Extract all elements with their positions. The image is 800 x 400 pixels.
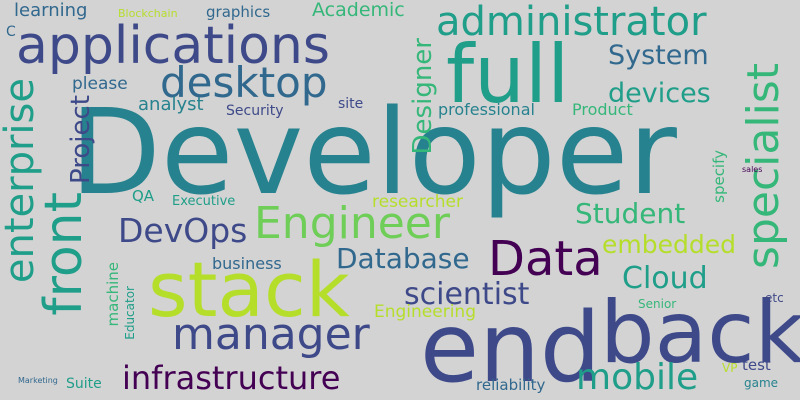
word-senior: Senior bbox=[638, 297, 677, 311]
word-etc: etc bbox=[765, 291, 784, 305]
word-applications: applications bbox=[16, 16, 330, 76]
word-designer: Designer bbox=[408, 38, 438, 155]
word-full: full bbox=[446, 28, 570, 121]
word-security: Security bbox=[226, 103, 284, 119]
word-desktop: desktop bbox=[160, 58, 328, 107]
word-cloud: Cloud bbox=[622, 261, 708, 296]
word-back: back bbox=[600, 283, 800, 383]
word-analyst: analyst bbox=[138, 94, 204, 115]
word-blockchain: Blockchain bbox=[118, 7, 178, 20]
word-front: front bbox=[34, 192, 94, 316]
word-suite: Suite bbox=[66, 376, 102, 392]
word-educator: Educator bbox=[123, 286, 137, 340]
word-sales: sales bbox=[742, 165, 763, 174]
word-end: end bbox=[420, 292, 601, 400]
word-reliability: reliability bbox=[476, 376, 546, 394]
word-business: business bbox=[212, 254, 282, 273]
word-game: game bbox=[744, 376, 779, 390]
word-product: Product bbox=[572, 100, 633, 119]
word-mobile: mobile bbox=[576, 357, 699, 398]
word-manager: manager bbox=[172, 309, 370, 360]
word-scientist: scientist bbox=[404, 277, 530, 312]
word-enterprise: enterprise bbox=[0, 78, 43, 284]
word-academic: Academic bbox=[312, 0, 405, 21]
word-developer: Developer bbox=[70, 83, 677, 221]
word-researcher: researcher bbox=[372, 192, 463, 212]
word-test: test bbox=[742, 356, 771, 374]
word-site: site bbox=[338, 96, 364, 112]
word-stack: stack bbox=[148, 245, 350, 334]
word-engineering: Engineering bbox=[374, 302, 476, 322]
word-data: Data bbox=[488, 231, 603, 287]
word-student: Student bbox=[575, 197, 686, 230]
word-devices: devices bbox=[608, 78, 711, 109]
word-engineer: Engineer bbox=[254, 198, 450, 249]
word-embedded: embedded bbox=[602, 230, 736, 259]
word-marketing: Marketing bbox=[18, 376, 58, 385]
word-infrastructure: infrastructure bbox=[122, 359, 341, 397]
word-project: Project bbox=[66, 95, 96, 184]
word-qa: QA bbox=[132, 187, 155, 205]
word-vp: VP bbox=[722, 361, 738, 375]
word-devops: DevOps bbox=[118, 211, 248, 250]
word-learning: learning bbox=[14, 0, 88, 21]
word-specify: specify bbox=[710, 150, 728, 203]
word-c: C bbox=[6, 24, 16, 40]
word-machine: machine bbox=[104, 262, 122, 327]
word-please: please bbox=[72, 74, 128, 94]
word-professional: professional bbox=[438, 100, 535, 119]
word-database: Database bbox=[336, 242, 470, 275]
word-graphics: graphics bbox=[206, 3, 271, 21]
word-system: System bbox=[608, 40, 709, 71]
word-administrator: administrator bbox=[436, 0, 707, 45]
word-executive: Executive bbox=[172, 194, 236, 209]
